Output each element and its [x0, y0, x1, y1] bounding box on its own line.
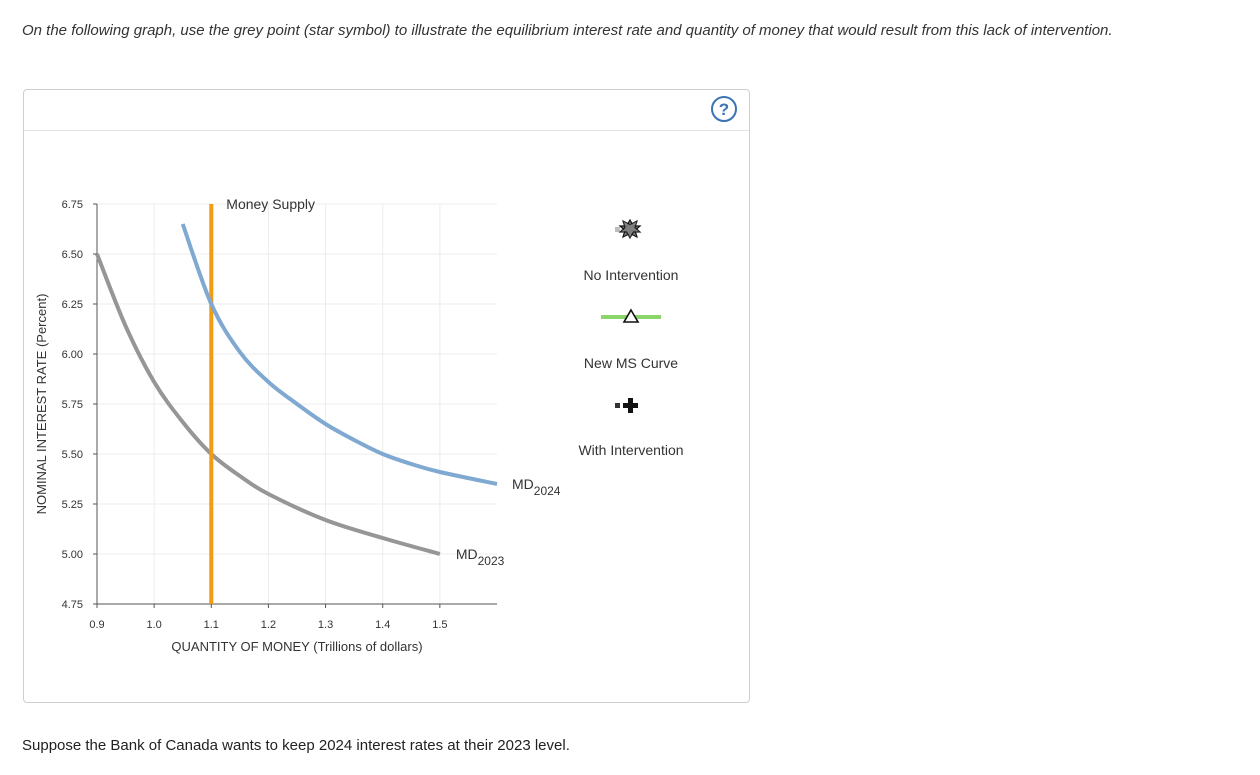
panel-toolbar: ?: [24, 90, 749, 131]
x-tick-label: 1.4: [375, 619, 390, 631]
palette-label-new-ms-curve: New MS Curve: [584, 355, 678, 371]
axes: 4.75 5.00 5.25 5.50 5.75 6.00 6.25 6.50 6.75 0.9 1…: [62, 199, 497, 631]
palette-item-with-intervention[interactable]: With Intervention: [578, 398, 684, 458]
md2023-label: MD2023: [456, 546, 505, 568]
md2023-curve[interactable]: [95, 253, 441, 556]
y-tick-label: 5.75: [62, 399, 83, 411]
y-tick-label: 5.00: [62, 549, 83, 561]
instruction-text: On the following graph, use the grey poi…: [22, 22, 1113, 39]
footer-text: Suppose the Bank of Canada wants to keep…: [22, 737, 570, 754]
curves: Money Supply MD2023 MD2024: [95, 196, 561, 604]
help-icon[interactable]: ?: [711, 96, 737, 122]
drag-handle-icon: [615, 403, 620, 408]
drag-handle-icon: [615, 227, 620, 232]
y-tick-label: 4.75: [62, 599, 83, 611]
x-tick-label: 1.1: [204, 619, 219, 631]
palette-item-new-ms-curve[interactable]: New MS Curve: [584, 308, 678, 371]
x-axis-title: QUANTITY OF MONEY (Trillions of dollars): [171, 639, 422, 654]
palette-label-with-intervention: With Intervention: [578, 442, 683, 458]
y-tick-label: 6.25: [62, 299, 83, 311]
md2024-curve[interactable]: [180, 223, 498, 486]
graph-panel: ?: [23, 89, 750, 703]
x-tick-label: 1.0: [146, 619, 161, 631]
x-tick-label: 1.5: [432, 619, 447, 631]
palette-item-no-intervention[interactable]: No Intervention: [584, 218, 679, 283]
star-icon: [618, 218, 642, 240]
y-tick-label: 5.50: [62, 449, 83, 461]
y-axis-title: NOMINAL INTEREST RATE (Percent): [34, 294, 49, 515]
money-supply-label: Money Supply: [226, 196, 315, 212]
y-tick-label: 6.75: [62, 199, 83, 211]
x-tick-label: 1.2: [261, 619, 276, 631]
y-tick-label: 5.25: [62, 499, 83, 511]
triangle-icon: [622, 308, 640, 323]
x-tick-label: 0.9: [89, 619, 104, 631]
y-tick-label: 6.00: [62, 349, 83, 361]
x-tick-label: 1.3: [318, 619, 333, 631]
palette: No Intervention New MS Curve With Interv…: [578, 218, 684, 458]
md2024-label: MD2024: [512, 476, 561, 498]
palette-label-no-intervention: No Intervention: [584, 267, 679, 283]
plus-icon: [623, 398, 638, 413]
y-tick-label: 6.50: [62, 249, 83, 261]
